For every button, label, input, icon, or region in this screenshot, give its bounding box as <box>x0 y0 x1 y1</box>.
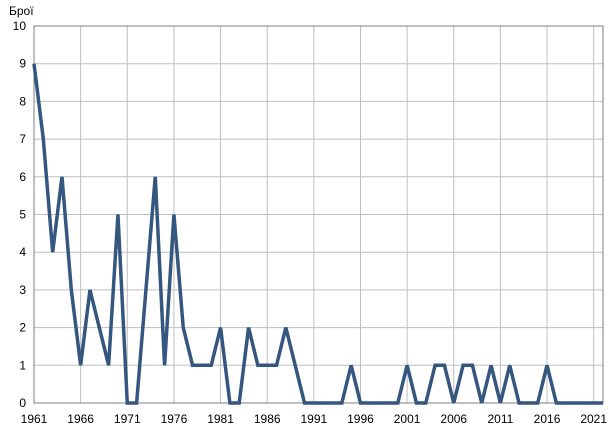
series-line <box>32 63 603 405</box>
data-point <box>406 364 409 367</box>
data-point <box>490 364 493 367</box>
data-point <box>107 364 110 367</box>
y-tick-label: 0 <box>19 396 26 410</box>
y-tick-label: 4 <box>19 245 26 259</box>
data-point <box>51 251 54 254</box>
data-point <box>116 213 119 216</box>
data-point <box>462 364 465 367</box>
x-tick-label: 1961 <box>21 412 48 426</box>
y-tick-label: 8 <box>19 94 26 108</box>
data-point <box>247 326 250 329</box>
data-point <box>60 175 63 178</box>
x-tick-label: 2006 <box>440 412 467 426</box>
data-point <box>536 402 539 405</box>
data-point <box>172 213 175 216</box>
data-point <box>98 326 101 329</box>
x-tick-label: 1976 <box>161 412 188 426</box>
x-tick-label: 1971 <box>114 412 141 426</box>
data-point <box>527 402 530 405</box>
data-point <box>88 288 91 291</box>
grid-lines <box>34 26 603 403</box>
data-point <box>368 402 371 405</box>
y-tick-label: 1 <box>19 358 26 372</box>
data-point <box>219 326 222 329</box>
data-point <box>564 402 567 405</box>
data-point <box>415 402 418 405</box>
data-point <box>238 402 241 405</box>
data-point <box>452 402 455 405</box>
x-axis-ticks: 1961 1966 1971 1976 1981 1986 1991 1996 2001 2006… <box>21 412 608 426</box>
data-point <box>434 364 437 367</box>
data-point <box>228 402 231 405</box>
x-tick-label: 2001 <box>394 412 421 426</box>
y-tick-label: 7 <box>19 132 26 146</box>
data-point <box>70 288 73 291</box>
data-point <box>126 402 129 405</box>
data-point <box>499 402 502 405</box>
data-point <box>387 402 390 405</box>
x-tick-label: 2011 <box>487 412 513 426</box>
x-tick-label: 1986 <box>254 412 281 426</box>
data-point <box>583 402 586 405</box>
x-tick-label: 1991 <box>300 412 327 426</box>
data-point <box>182 326 185 329</box>
y-tick-label: 3 <box>19 283 26 297</box>
data-point <box>331 402 334 405</box>
data-point <box>546 364 549 367</box>
y-tick-label: 10 <box>13 19 27 33</box>
data-point <box>424 402 427 405</box>
data-point <box>518 402 521 405</box>
x-tick-label: 2021 <box>580 412 607 426</box>
data-point <box>144 288 147 291</box>
data-point <box>200 364 203 367</box>
y-tick-label: 2 <box>19 321 26 335</box>
data-point <box>312 402 315 405</box>
data-point <box>350 364 353 367</box>
x-tick-label: 2016 <box>534 412 561 426</box>
data-point <box>303 402 306 405</box>
data-point <box>266 364 269 367</box>
data-point <box>135 402 138 405</box>
data-point <box>508 364 511 367</box>
x-tick-label: 1981 <box>207 412 234 426</box>
data-point <box>378 402 381 405</box>
data-point <box>480 402 483 405</box>
data-point <box>555 402 558 405</box>
data-point <box>294 364 297 367</box>
y-tick-label: 9 <box>19 57 26 71</box>
data-point <box>163 364 166 367</box>
data-point <box>42 138 45 141</box>
x-tick-label: 1966 <box>67 412 94 426</box>
data-point <box>443 364 446 367</box>
data-point <box>33 62 36 65</box>
y-tick-label: 6 <box>19 170 26 184</box>
data-point <box>284 326 287 329</box>
data-point <box>322 402 325 405</box>
data-point <box>592 402 595 405</box>
data-point <box>256 364 259 367</box>
data-point <box>275 364 278 367</box>
series-layer <box>32 62 605 405</box>
data-point <box>79 364 82 367</box>
data-point <box>191 364 194 367</box>
data-point <box>602 402 605 405</box>
data-point <box>359 402 362 405</box>
data-point <box>340 402 343 405</box>
data-point <box>210 364 213 367</box>
x-tick-label: 1996 <box>347 412 374 426</box>
data-point <box>574 402 577 405</box>
data-point <box>471 364 474 367</box>
data-point <box>154 175 157 178</box>
data-point <box>396 402 399 405</box>
y-axis-ticks: 0 1 2 3 4 5 6 7 8 9 10 <box>13 19 27 410</box>
y-axis-label: Брої <box>9 4 34 18</box>
y-tick-label: 5 <box>19 208 26 222</box>
